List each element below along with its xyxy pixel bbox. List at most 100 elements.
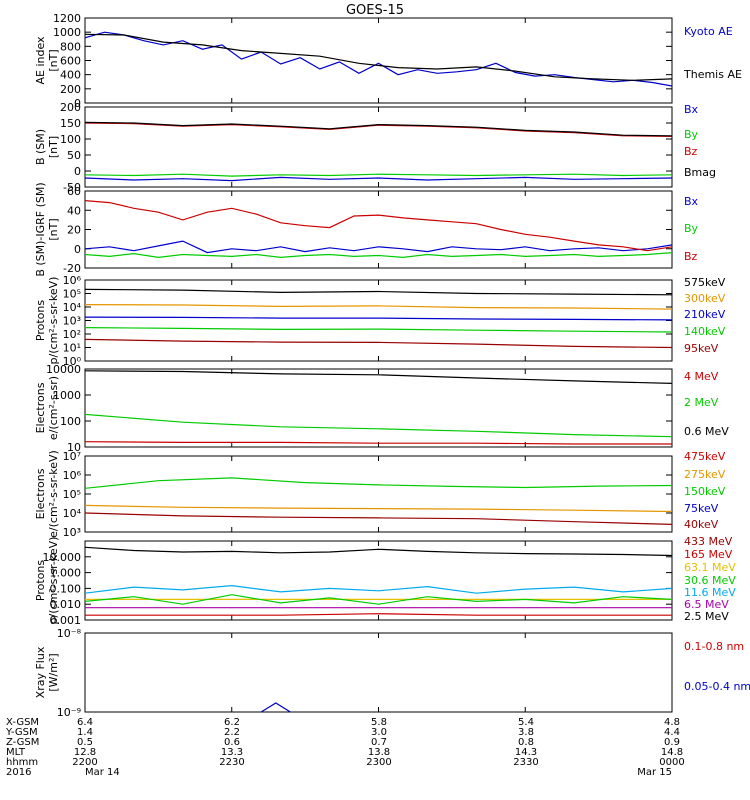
series-bmag — [85, 121, 672, 137]
panel-electrons_mev: 10 100 1000 10000 Electrons e/(cm²-s-sr) 4 MeV… — [34, 363, 729, 454]
legend-label: 75keV — [684, 502, 719, 515]
orbit-value: 2230 — [219, 757, 244, 768]
orbit-value: 12.8 — [74, 747, 96, 758]
legend-label: 2.5 MeV — [684, 610, 729, 623]
y-tick-label: 100 — [60, 133, 81, 146]
orbit-row-label: Y-GSM — [5, 727, 38, 738]
legend-label: 300keV — [684, 292, 726, 305]
y-tick-label: 10⁷ — [63, 450, 81, 463]
legend-label: By — [684, 222, 699, 235]
series-bx — [85, 176, 672, 182]
orbit-value: 6.4 — [77, 717, 93, 728]
series-30-6-mev — [85, 594, 672, 605]
orbit-row-label: 2016 — [6, 767, 31, 778]
y-tick-label: 10¹ — [63, 342, 81, 355]
y-tick-label: 10² — [63, 328, 81, 341]
y-axis-label: [nT] — [47, 136, 60, 158]
legend-label: 0.05-0.4 nm — [684, 680, 750, 693]
y-tick-label: -20 — [63, 262, 81, 275]
orbit-row-label: Z-GSM — [6, 737, 39, 748]
legend-label: 6.5 MeV — [684, 598, 729, 611]
y-tick-label: 0 — [74, 243, 81, 256]
y-tick-label: 1000 — [53, 389, 81, 402]
series-by — [85, 252, 672, 259]
series-0-1-0-8-nm — [85, 499, 672, 527]
y-axis-label: [nT] — [47, 49, 60, 71]
orbit-value: 3.8 — [518, 727, 534, 738]
legend-label: 475keV — [684, 450, 726, 463]
orbit-row-label: MLT — [6, 747, 26, 758]
series-bx — [85, 240, 672, 254]
y-tick-label: 10⁶ — [63, 469, 82, 482]
legend-label: 275keV — [684, 468, 726, 481]
y-axis-label: p/(cm²-s-sr-keV) — [47, 277, 60, 365]
y-tick-label: 0.001 — [50, 614, 82, 627]
orbit-value: 5.4 — [518, 717, 534, 728]
series-4-mev — [85, 441, 672, 445]
y-tick-label: 10.000 — [43, 551, 82, 564]
y-tick-label: 0.010 — [50, 598, 82, 611]
series-11-6-mev — [85, 584, 672, 594]
legend-label: 95keV — [684, 342, 719, 355]
y-tick-label: 1.000 — [50, 567, 82, 580]
y-tick-label: 200 — [60, 83, 81, 96]
orbit-value: 2330 — [513, 757, 538, 768]
orbit-value: 4.4 — [664, 727, 680, 738]
y-axis-label: Protons — [34, 300, 47, 341]
y-tick-label: -50 — [63, 181, 81, 194]
y-axis-label: AE index — [34, 36, 47, 85]
legend-label: Bx — [684, 195, 699, 208]
series-150kev — [85, 477, 672, 489]
y-tick-label: 10⁶ — [63, 274, 82, 287]
orbit-value: 5.8 — [371, 717, 387, 728]
panel-electrons_kev: 10³ 10⁴ 10⁵ 10⁶ 10⁷ Electrons e/(cm²-s-sr-keV)… — [34, 450, 726, 539]
legend-label: 0.6 MeV — [684, 425, 729, 438]
orbit-value: 13.3 — [221, 747, 243, 758]
orbit-value: 1.4 — [77, 727, 93, 738]
panel-frame — [84, 17, 673, 104]
legend-label: 433 MeV — [684, 535, 733, 548]
legend-label: 165 MeV — [684, 548, 733, 561]
panel-b_igrf: -20 0 20 40 60 B (SM)-IGRF (SM) [nT] Bx By Bz — [34, 182, 699, 276]
y-tick-label: 0 — [74, 97, 81, 110]
series-bz — [85, 200, 672, 252]
legend-label: 210keV — [684, 308, 726, 321]
y-axis-label: Protons — [34, 560, 47, 601]
legend-label: 4 MeV — [684, 370, 719, 383]
y-tick-label: 10⁻⁸ — [57, 627, 82, 640]
legend-label: Bmag — [684, 166, 716, 179]
y-tick-label: 800 — [60, 40, 81, 53]
y-tick-label: 200 — [60, 101, 81, 114]
series-0-05-0-4-nm — [260, 702, 292, 712]
orbit-value: 13.8 — [368, 747, 390, 758]
series-themis-ae — [85, 33, 672, 81]
orbit-value: 0.9 — [664, 737, 680, 748]
series-300kev — [85, 304, 672, 310]
legend-label: Themis AE — [683, 68, 742, 81]
series-165-mev — [85, 613, 672, 616]
series-275kev — [85, 504, 672, 513]
orbit-value: 0.7 — [371, 737, 387, 748]
legend-label: 575keV — [684, 276, 726, 289]
orbit-value: 0000 — [659, 757, 684, 768]
series-95kev — [85, 338, 672, 349]
y-tick-label: 150 — [60, 117, 81, 130]
legend-label: 40keV — [684, 518, 719, 531]
y-axis-label: [W/m²] — [47, 653, 60, 691]
legend-label: 63.1 MeV — [684, 561, 736, 574]
y-tick-label: 10³ — [63, 315, 81, 328]
panel-frame — [84, 190, 673, 269]
legend-label: Bz — [684, 250, 698, 263]
legend-label: Bz — [684, 145, 698, 158]
legend-label: 2 MeV — [684, 396, 719, 409]
y-tick-label: 60 — [67, 185, 81, 198]
y-tick-label: 10⁻⁹ — [57, 706, 81, 719]
series-40kev — [85, 512, 672, 525]
y-tick-label: 40 — [67, 204, 81, 217]
orbit-value: 3.0 — [371, 727, 387, 738]
y-tick-label: 10⁵ — [63, 488, 81, 501]
